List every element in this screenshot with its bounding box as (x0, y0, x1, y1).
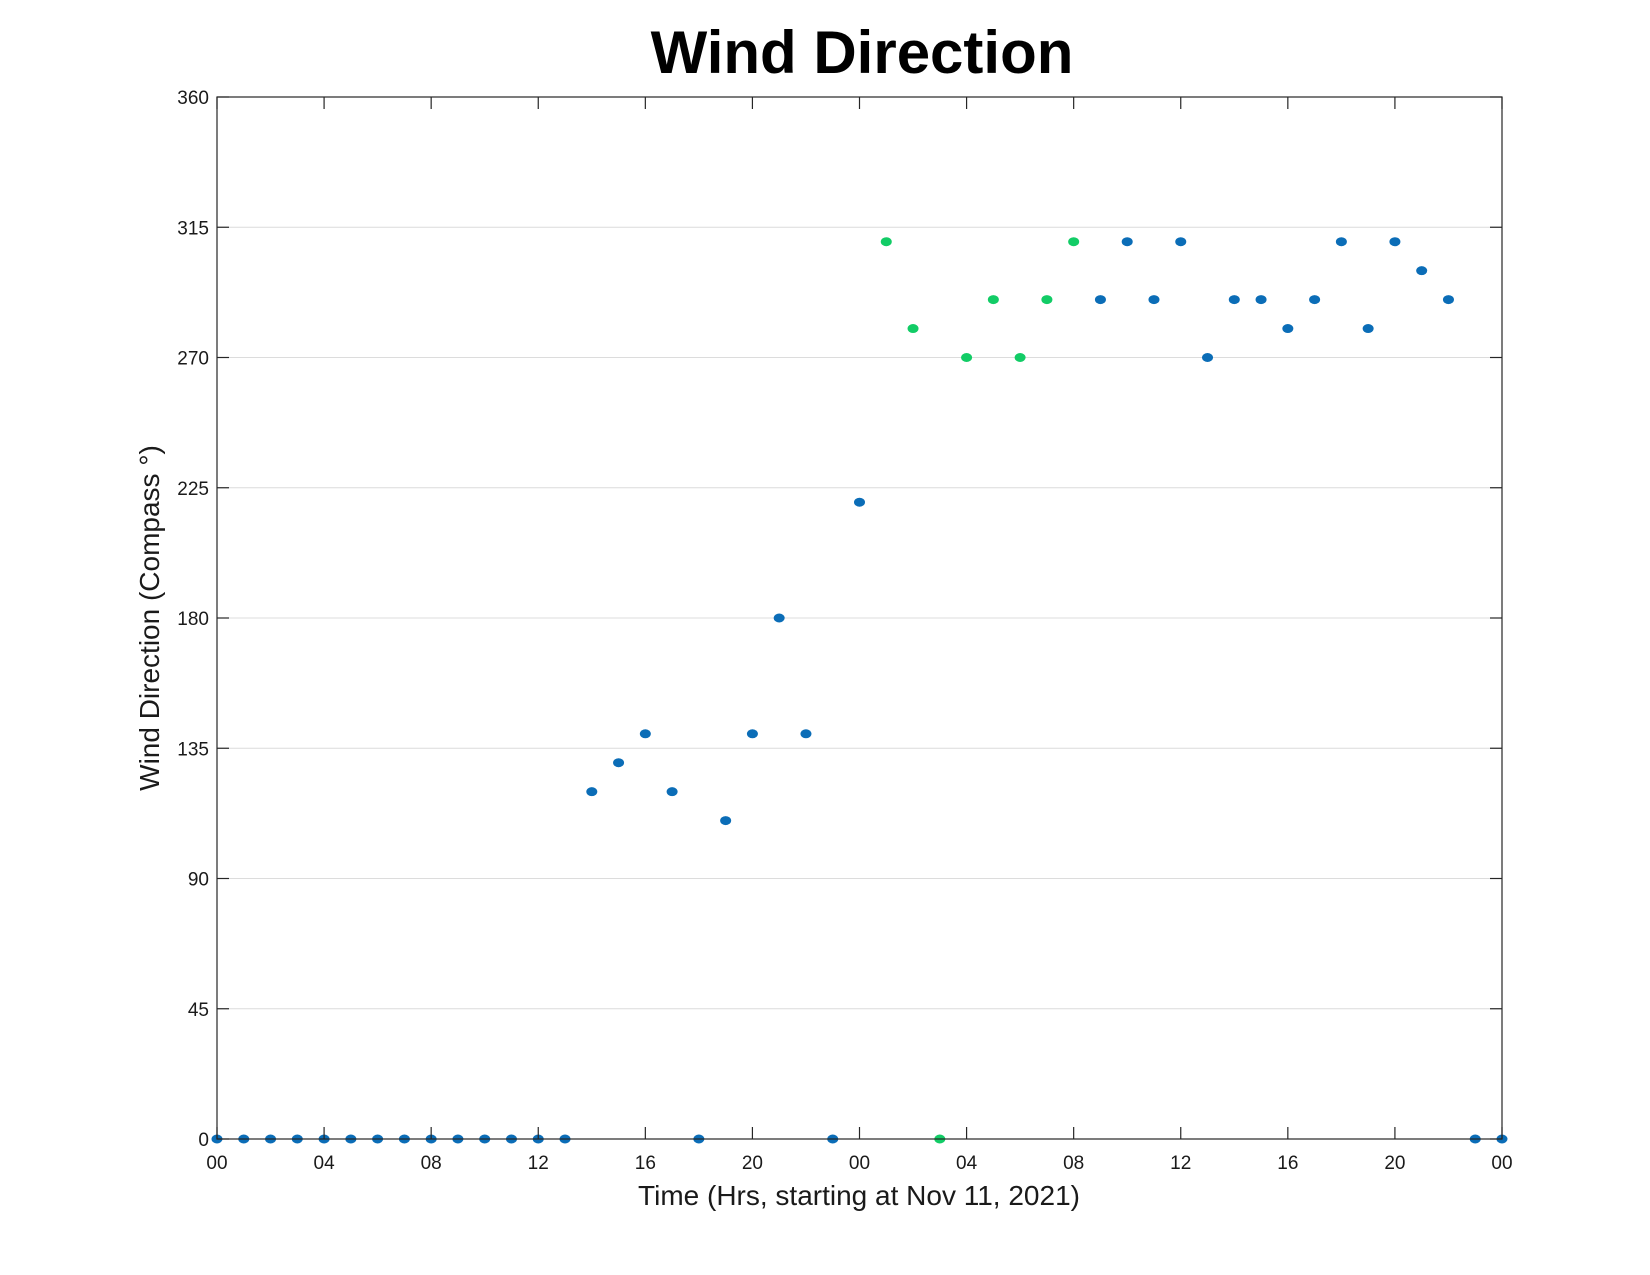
data-point (1014, 353, 1026, 362)
data-point (1309, 295, 1321, 305)
data-point (1362, 324, 1374, 334)
data-point (1041, 295, 1053, 305)
data-point (987, 295, 999, 305)
data-point (773, 613, 785, 623)
x-tick-label: 20 (1384, 1153, 1405, 1174)
x-tick-label: 04 (314, 1153, 336, 1174)
data-point (666, 787, 678, 797)
x-tick-label: 08 (1063, 1153, 1084, 1174)
data-point (1335, 237, 1347, 247)
y-tick-label: 225 (177, 479, 209, 500)
y-tick-label: 180 (177, 609, 209, 630)
data-point (1068, 237, 1080, 247)
data-point (1094, 295, 1106, 305)
axis-ticks (216, 96, 1503, 1140)
data-point (746, 729, 758, 739)
y-tick-label: 135 (177, 739, 209, 760)
data-points (211, 237, 1508, 1144)
y-tick-label: 360 (177, 88, 209, 109)
data-point (586, 787, 598, 797)
data-point (907, 324, 919, 334)
y-tick-label: 315 (177, 218, 209, 239)
y-tick-label: 270 (177, 349, 209, 370)
y-axis-tick-labels: 0 45 90 135 180 225 270 315 360 (177, 88, 209, 1151)
chart-title: Wind Direction (651, 19, 1074, 86)
data-point (800, 729, 812, 739)
y-tick-label: 45 (188, 1000, 209, 1021)
data-point (1148, 295, 1160, 305)
data-point (1175, 237, 1187, 247)
x-axis-tick-labels: 00 04 08 12 16 20 00 04 08 12 16 20 00 (206, 1153, 1512, 1174)
data-point (1255, 295, 1267, 305)
y-axis-label: Wind Direction (Compass °) (134, 445, 165, 791)
x-tick-label: 00 (1491, 1153, 1512, 1174)
data-point (1282, 324, 1294, 334)
data-point (1416, 266, 1428, 276)
data-point (1202, 353, 1214, 362)
grid-lines (217, 226, 1502, 1010)
x-tick-label: 00 (206, 1153, 227, 1174)
data-point (854, 497, 865, 507)
data-point (961, 353, 973, 362)
data-point (720, 816, 732, 826)
y-tick-label: 0 (198, 1130, 209, 1151)
data-point (639, 729, 651, 739)
x-tick-label: 12 (528, 1153, 549, 1174)
x-tick-label: 12 (1170, 1153, 1191, 1174)
data-point (1389, 237, 1401, 247)
x-tick-label: 00 (849, 1153, 870, 1174)
data-point (613, 758, 625, 768)
data-point (880, 237, 892, 247)
data-point (1121, 237, 1133, 247)
x-tick-label: 08 (421, 1153, 442, 1174)
data-point (1442, 295, 1454, 305)
x-tick-label: 16 (1277, 1153, 1298, 1174)
x-tick-label: 16 (635, 1153, 656, 1174)
x-tick-label: 04 (956, 1153, 978, 1174)
data-point (1228, 295, 1240, 305)
y-tick-label: 90 (188, 870, 209, 891)
x-tick-label: 20 (742, 1153, 763, 1174)
x-axis-label: Time (Hrs, starting at Nov 11, 2021) (638, 1180, 1080, 1211)
